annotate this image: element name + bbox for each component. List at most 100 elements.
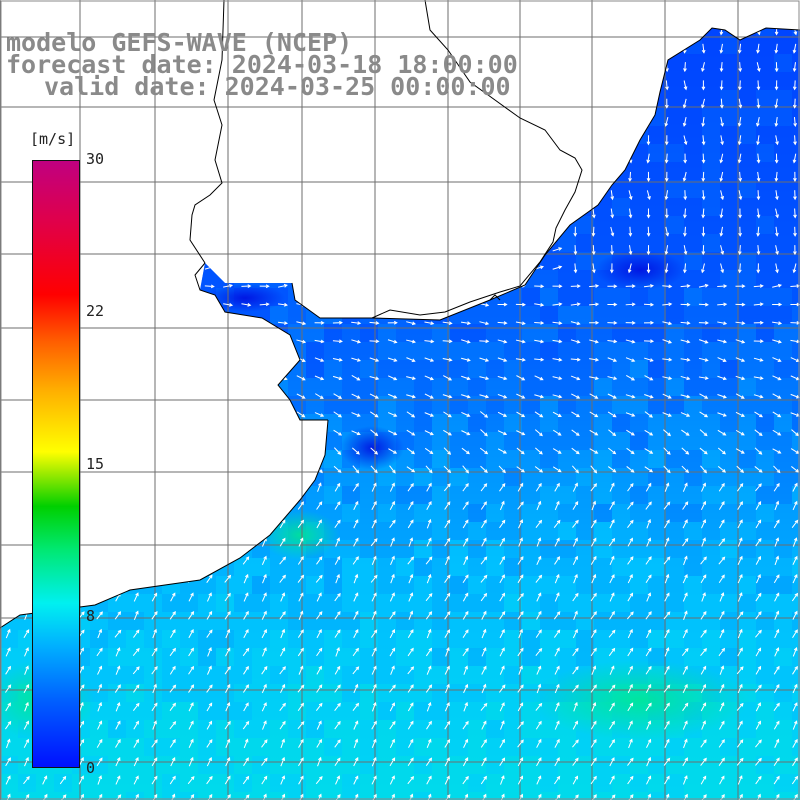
wind-arrow — [186, 339, 197, 344]
wind-arrow — [701, 62, 705, 72]
wind-arrow — [387, 320, 398, 325]
wind-arrow — [535, 135, 543, 144]
wind-arrow — [351, 192, 361, 197]
wind-arrow — [683, 190, 688, 201]
wind-arrow — [664, 738, 670, 748]
wind-arrow — [206, 592, 212, 602]
wind-arrow — [279, 702, 286, 711]
wind-arrow — [573, 62, 577, 73]
wind-arrow — [552, 173, 562, 180]
wind-arrow — [480, 556, 488, 565]
wind-arrow — [96, 757, 103, 767]
wind-arrow — [628, 28, 633, 36]
wind-arrow — [719, 43, 724, 54]
wind-arrow — [628, 190, 633, 201]
wind-arrow — [570, 321, 581, 326]
wind-arrow — [646, 592, 652, 602]
wind-arrow — [188, 665, 195, 675]
wind-arrow — [609, 263, 614, 274]
wind-arrow — [774, 28, 779, 36]
wind-arrow — [353, 628, 359, 639]
wind-arrow — [536, 665, 542, 675]
wind-arrow — [297, 574, 305, 583]
wind-arrow — [426, 573, 432, 584]
wind-arrow — [552, 321, 563, 325]
wind-arrow — [188, 611, 195, 620]
wind-arrow — [590, 684, 597, 693]
wind-arrow — [169, 117, 176, 126]
wind-arrow — [479, 411, 489, 418]
wind-arrow — [133, 610, 139, 620]
wind-arrow — [133, 720, 139, 730]
wind-arrow — [552, 339, 563, 344]
wind-arrow — [205, 117, 214, 125]
wind-arrow — [719, 683, 725, 694]
wind-arrow — [131, 210, 142, 215]
wind-arrow — [552, 394, 563, 399]
wind-arrow — [625, 339, 636, 344]
colorbar-tick-label: 30 — [86, 150, 105, 168]
wind-arrow — [719, 610, 725, 620]
wind-arrow — [262, 573, 267, 584]
wind-arrow — [554, 757, 560, 767]
wind-arrow — [753, 339, 764, 344]
wind-arrow — [351, 321, 362, 325]
wind-arrow — [297, 482, 304, 492]
wind-arrow — [206, 501, 213, 510]
wind-arrow — [113, 447, 123, 455]
wind-arrow — [590, 483, 598, 492]
wind-arrow — [444, 519, 451, 529]
wind-arrow — [298, 665, 304, 675]
wind-arrow — [334, 592, 341, 602]
wind-arrow — [241, 303, 252, 307]
wind-arrow — [97, 683, 103, 694]
wind-arrow — [628, 171, 632, 182]
wind-arrow — [755, 611, 762, 620]
wind-arrow — [516, 466, 525, 473]
wind-arrow — [646, 98, 651, 109]
valid-date-title: valid date: 2024-03-25 00:00:00 — [44, 72, 511, 101]
wind-arrow — [442, 321, 453, 325]
wind-arrow — [698, 339, 709, 344]
wind-arrow — [3, 210, 14, 216]
wind-arrow — [131, 228, 142, 234]
wind-arrow — [607, 357, 618, 362]
wind-arrow — [590, 739, 597, 748]
wind-arrow — [113, 154, 123, 162]
wind-arrow — [206, 574, 213, 583]
wind-arrow — [536, 610, 542, 620]
wind-arrow — [369, 155, 379, 161]
wind-arrow — [627, 556, 634, 565]
wind-arrow — [389, 757, 396, 767]
wind-arrow — [736, 611, 744, 620]
wind-arrow — [738, 226, 742, 237]
wind-arrow — [205, 136, 214, 143]
wind-arrow — [444, 592, 451, 602]
wind-arrow — [753, 376, 764, 380]
wind-arrow — [22, 411, 32, 417]
wind-arrow — [737, 592, 743, 602]
wind-arrow — [499, 519, 506, 529]
wind-arrow — [683, 135, 688, 146]
wind-arrow — [21, 228, 32, 233]
wind-arrow — [113, 302, 124, 307]
wind-arrow — [753, 394, 764, 399]
wind-arrow — [719, 519, 725, 529]
wind-arrow — [5, 702, 11, 712]
wind-arrow — [774, 537, 780, 547]
wind-arrow — [152, 628, 157, 639]
wind-arrow — [700, 610, 707, 620]
wind-arrow — [756, 226, 760, 237]
wind-arrow — [700, 647, 707, 656]
wind-arrow — [407, 702, 414, 712]
wind-arrow — [241, 265, 252, 270]
wind-arrow — [334, 720, 341, 730]
wind-arrow — [610, 28, 614, 36]
wind-arrow — [95, 447, 105, 455]
wind-arrow — [369, 411, 379, 418]
wind-arrow — [628, 135, 633, 146]
wind-arrow — [591, 43, 596, 54]
wind-arrow — [3, 192, 14, 197]
wind-arrow — [21, 247, 32, 252]
wind-arrow — [22, 430, 32, 436]
